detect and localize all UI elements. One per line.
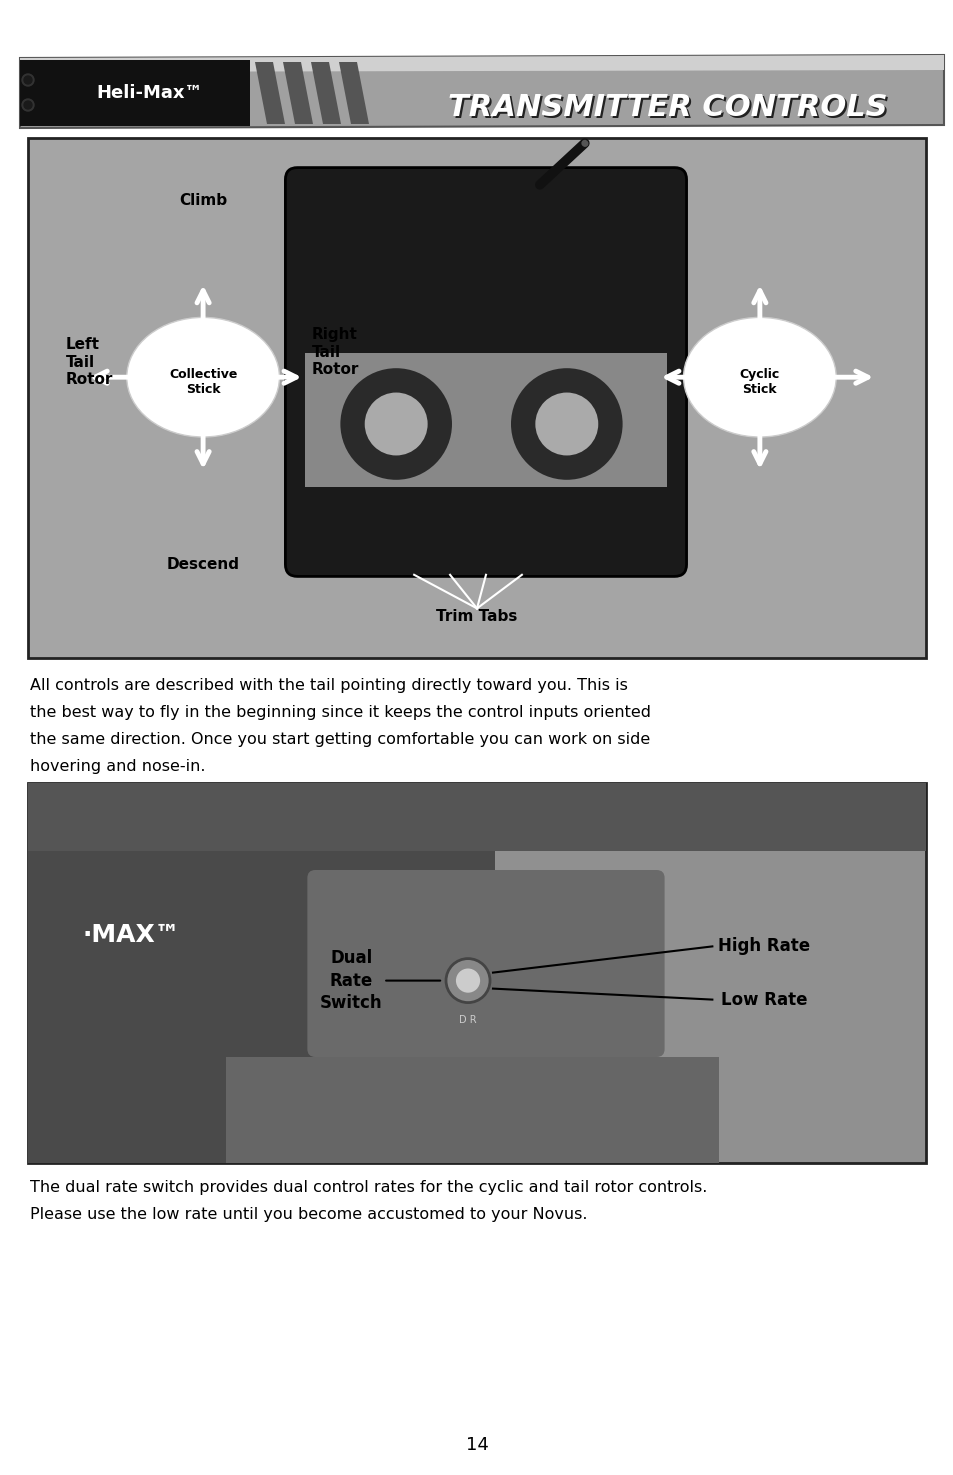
Text: Please use the low rate until you become accustomed to your Novus.: Please use the low rate until you become…: [30, 1207, 587, 1221]
Text: the same direction. Once you start getting comfortable you can work on side: the same direction. Once you start getti…: [30, 732, 650, 746]
FancyBboxPatch shape: [285, 168, 686, 577]
Text: 14: 14: [465, 1437, 488, 1454]
Polygon shape: [338, 62, 369, 124]
Text: High Rate: High Rate: [718, 938, 809, 956]
Text: Climb: Climb: [179, 193, 227, 208]
Circle shape: [24, 100, 32, 109]
Circle shape: [338, 367, 453, 481]
Text: the best way to fly in the beginning since it keeps the control inputs oriented: the best way to fly in the beginning sin…: [30, 705, 650, 720]
Circle shape: [22, 74, 34, 86]
Polygon shape: [20, 60, 250, 125]
Text: Left
Tail
Rotor: Left Tail Rotor: [66, 338, 113, 386]
Bar: [28, 783, 925, 851]
Polygon shape: [20, 55, 943, 72]
Circle shape: [22, 99, 34, 111]
Text: The dual rate switch provides dual control rates for the cyclic and tail rotor c: The dual rate switch provides dual contr…: [30, 1180, 706, 1195]
Bar: [225, 1056, 719, 1162]
Circle shape: [535, 392, 598, 456]
Circle shape: [446, 959, 490, 1003]
Text: ·MAX™: ·MAX™: [83, 923, 180, 947]
Text: Dual
Rate
Switch: Dual Rate Switch: [319, 950, 382, 1012]
Circle shape: [509, 367, 623, 481]
Polygon shape: [20, 55, 943, 128]
Polygon shape: [254, 62, 285, 124]
Text: D R: D R: [458, 1015, 476, 1025]
Circle shape: [456, 969, 479, 993]
Bar: [28, 783, 925, 1162]
Text: Heli-Max™: Heli-Max™: [96, 84, 203, 102]
Text: Collective
Stick: Collective Stick: [169, 369, 237, 397]
Bar: [0, 0, 953, 130]
Polygon shape: [283, 62, 313, 124]
Text: TRANSMITTER CONTROLS: TRANSMITTER CONTROLS: [450, 96, 889, 124]
Text: All controls are described with the tail pointing directly toward you. This is: All controls are described with the tail…: [30, 678, 627, 693]
Text: Low Rate: Low Rate: [720, 991, 807, 1009]
Polygon shape: [311, 62, 340, 124]
FancyBboxPatch shape: [307, 870, 664, 1058]
Ellipse shape: [682, 317, 836, 437]
Circle shape: [24, 77, 32, 84]
Ellipse shape: [127, 317, 279, 437]
Text: TRANSMITTER CONTROLS: TRANSMITTER CONTROLS: [448, 93, 886, 122]
Circle shape: [364, 392, 427, 456]
Text: Cyclic
Stick: Cyclic Stick: [739, 369, 780, 397]
Text: Right
Tail
Rotor: Right Tail Rotor: [311, 327, 358, 378]
Text: Descend: Descend: [167, 558, 239, 572]
Text: Trim Tabs: Trim Tabs: [436, 609, 517, 624]
Bar: [28, 139, 925, 658]
Text: hovering and nose-in.: hovering and nose-in.: [30, 760, 205, 774]
Bar: [28, 783, 495, 1162]
Bar: [305, 353, 666, 487]
